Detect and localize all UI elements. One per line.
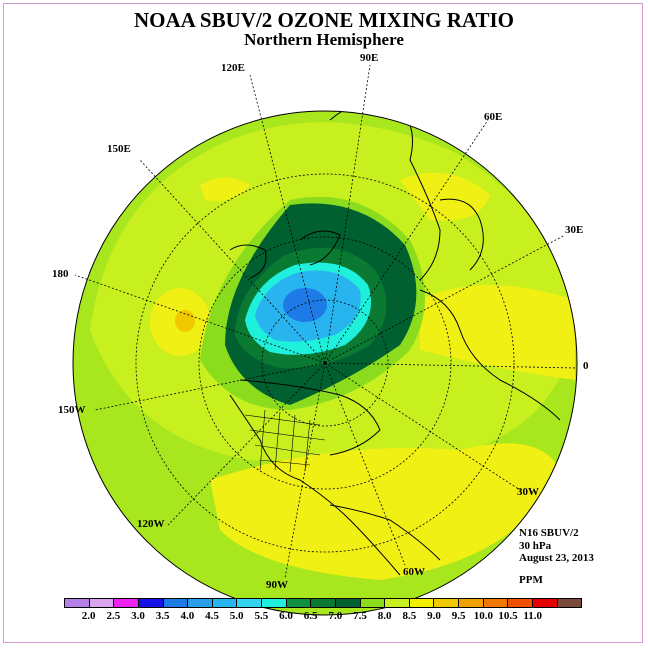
lon-label-120w: 120W: [137, 518, 165, 530]
colorbar-tick-label: 6.0: [279, 610, 293, 622]
contour-yellow-south: [210, 443, 560, 580]
colorbar-segment: [114, 599, 139, 607]
contour-yellow-ne: [400, 172, 490, 221]
colorbar-segment: [483, 599, 509, 607]
colorbar-tick-label: 2.5: [106, 610, 121, 622]
colorbar-segment: [163, 599, 189, 607]
lon-label-60w: 60W: [403, 566, 425, 578]
colorbar-tick-label: 4.5: [205, 610, 219, 622]
lon-label-180: 180: [52, 268, 69, 280]
info-block: N16 SBUV/2 30 hPa August 23, 2013: [519, 527, 594, 565]
lon-label-30e: 30E: [565, 224, 584, 236]
lon-label-120e: 120E: [221, 62, 245, 74]
colorbar-segment: [508, 599, 533, 607]
lon-label-150e: 150E: [107, 143, 131, 155]
colorbar-segment: [557, 599, 582, 607]
colorbar-segment: [409, 599, 435, 607]
colorbar-tick-label: 5.5: [254, 610, 269, 622]
colorbar-tick-label: 11.0: [523, 610, 542, 622]
colorbar-tick-label: 3.5: [155, 610, 170, 622]
lon-label-90w: 90W: [266, 579, 288, 591]
colorbar-segment: [434, 599, 459, 607]
colorbar-segment: [311, 599, 336, 607]
contour-orange-max: [175, 310, 195, 332]
figure-frame: [3, 3, 643, 643]
units-label: PPM: [519, 574, 543, 586]
map-subtitle: Northern Hemisphere: [244, 30, 404, 49]
colorbar-tick-label: 5.0: [229, 610, 244, 622]
contour-yellow-nw: [200, 177, 250, 201]
colorbar-tick-label: 10.0: [473, 610, 493, 622]
colorbar-segment: [89, 599, 115, 607]
colorbar-segment: [188, 599, 213, 607]
colorbar-tick-label: 9.0: [427, 610, 441, 622]
instrument-label: N16 SBUV/2: [519, 527, 579, 539]
colorbar-segment: [286, 599, 312, 607]
colorbar-segment: [237, 599, 262, 607]
colorbar-tick-label: 3.0: [131, 610, 145, 622]
lon-label-150w: 150W: [58, 404, 86, 416]
colorbar-tick-label: 9.5: [451, 610, 466, 622]
us-states-grid: [244, 409, 326, 473]
colorbar-segment: [212, 599, 238, 607]
lon-label-60e: 60E: [484, 111, 503, 123]
pressure-level: 30 hPa: [519, 539, 552, 552]
colorbar-tick-label: 4.0: [180, 610, 195, 622]
colorbar-tick-label: 8.0: [377, 610, 392, 622]
colorbar-segment: [459, 599, 484, 607]
lon-label-90e: 90E: [360, 52, 379, 64]
colorbar-segment: [360, 599, 386, 607]
colorbar-tick-label: 7.0: [328, 610, 343, 622]
colorbar-tick-label: 8.5: [402, 610, 417, 622]
colorbar-segment: [335, 599, 361, 607]
colorbar-segment: [532, 599, 558, 607]
colorbar-tick-label: 7.5: [353, 610, 367, 622]
map-title: NOAA SBUV/2 OZONE MIXING RATIO: [134, 8, 514, 32]
lon-label-30w: 30W: [517, 486, 539, 498]
colorbar-tick-label: 2.0: [81, 610, 96, 622]
map-border: [72, 110, 578, 616]
graticule: [74, 64, 578, 579]
colorbar-segment: [65, 599, 90, 607]
colorbar: [64, 598, 582, 608]
colorbar-tick-label: 10.5: [498, 610, 518, 622]
coastlines: [229, 111, 561, 576]
contour-4-5: [283, 288, 327, 322]
contour-yellow-east: [420, 285, 575, 380]
colorbar-segment: [138, 599, 164, 607]
contour-dark-arc: [230, 69, 400, 80]
colorbar-tick-label: 6.5: [303, 610, 318, 622]
colorbar-segment: [262, 599, 287, 607]
lon-label-0: 0: [583, 360, 589, 372]
colorbar-segment: [385, 599, 410, 607]
date-label: August 23, 2013: [519, 552, 594, 564]
